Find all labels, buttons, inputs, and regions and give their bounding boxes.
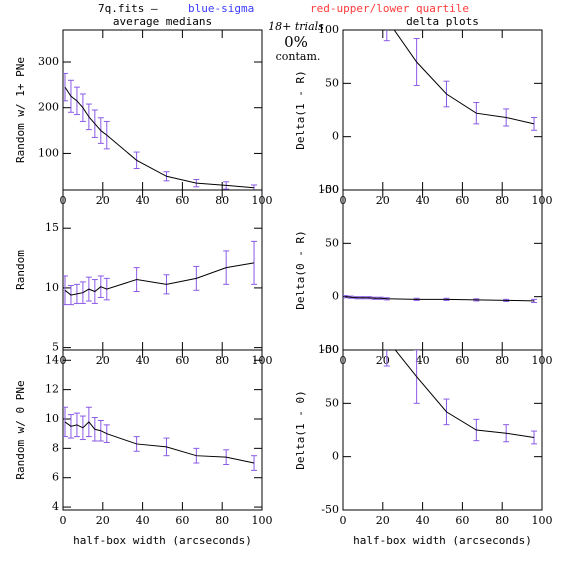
y-tick-label: 100 bbox=[318, 343, 339, 356]
data-line bbox=[64, 262, 255, 296]
x-tick-label: 60 bbox=[175, 514, 189, 527]
plot-area bbox=[63, 406, 258, 471]
plot-area bbox=[383, 350, 538, 445]
x-tick-label: 80 bbox=[495, 194, 509, 207]
y-tick-label: -50 bbox=[321, 183, 339, 196]
plot-area bbox=[383, 30, 538, 131]
error-bar bbox=[383, 350, 390, 367]
y-tick-label: 50 bbox=[325, 396, 339, 409]
data-line bbox=[64, 421, 255, 464]
x-tick-label: 80 bbox=[495, 514, 509, 527]
x-tick-label: 100 bbox=[252, 514, 273, 527]
x-tick-label: 60 bbox=[455, 194, 469, 207]
x-tick-label: 40 bbox=[416, 354, 430, 367]
x-tick-label: 40 bbox=[136, 514, 150, 527]
data-line bbox=[344, 296, 535, 302]
red-legend: red-upper/lower quartile bbox=[310, 2, 469, 15]
y-axis-label: Random w/ 0 PNe bbox=[14, 380, 27, 479]
error-bar bbox=[531, 298, 538, 304]
y-tick-label: 50 bbox=[325, 76, 339, 89]
contam-label: contam. bbox=[276, 50, 321, 63]
plot-area bbox=[63, 240, 258, 306]
x-tick-label: 80 bbox=[215, 354, 229, 367]
x-tick-label: 60 bbox=[455, 514, 469, 527]
panel-title: delta plots bbox=[406, 15, 479, 28]
y-tick-label: 6 bbox=[52, 471, 59, 484]
y-axis-label: Delta(0 - R) bbox=[294, 230, 307, 309]
y-tick-label: 10 bbox=[45, 412, 59, 425]
y-tick-label: 100 bbox=[38, 146, 59, 159]
panel-frame bbox=[62, 189, 263, 351]
y-axis-label: Random bbox=[14, 250, 27, 290]
y-tick-label: 100 bbox=[318, 183, 339, 196]
y-tick-label: 0 bbox=[332, 450, 339, 463]
x-tick-label: 40 bbox=[136, 354, 150, 367]
y-tick-label: 300 bbox=[38, 55, 59, 68]
x-tick-label: 80 bbox=[215, 194, 229, 207]
error-bar bbox=[63, 72, 68, 102]
panel-frame bbox=[342, 189, 543, 351]
y-tick-label: 14 bbox=[45, 353, 59, 366]
y-tick-label: 12 bbox=[45, 383, 59, 396]
x-tick-label: 60 bbox=[175, 194, 189, 207]
x-tick-label: 80 bbox=[215, 514, 229, 527]
x-tick-label: 20 bbox=[96, 514, 110, 527]
panel-frame bbox=[342, 349, 543, 511]
y-tick-label: 50 bbox=[325, 236, 339, 249]
panel-frame bbox=[62, 349, 263, 511]
x-tick-label: 20 bbox=[96, 354, 110, 367]
x-tick-label: 20 bbox=[376, 514, 390, 527]
panel-frame bbox=[342, 29, 543, 191]
trials-label: 18+ trials bbox=[268, 20, 324, 33]
x-tick-label: 0 bbox=[340, 514, 347, 527]
data-line bbox=[394, 350, 535, 438]
error-bar bbox=[383, 30, 390, 42]
x-axis-label: half-box width (arcseconds) bbox=[73, 534, 252, 547]
data-line bbox=[64, 86, 255, 189]
y-tick-label: -50 bbox=[321, 343, 339, 356]
x-tick-label: 100 bbox=[532, 514, 553, 527]
y-axis-label: Delta(1 - R) bbox=[294, 70, 307, 149]
x-tick-label: 80 bbox=[495, 354, 509, 367]
x-tick-label: 0 bbox=[60, 514, 67, 527]
x-tick-label: 40 bbox=[416, 514, 430, 527]
file-label: 7q.fits – bbox=[98, 2, 158, 15]
plot-area bbox=[343, 295, 538, 304]
x-tick-label: 60 bbox=[455, 354, 469, 367]
y-tick-label: 100 bbox=[318, 23, 339, 36]
contam-value: 0% bbox=[284, 33, 308, 51]
data-line bbox=[393, 30, 535, 125]
blue-legend: blue-sigma bbox=[188, 2, 254, 15]
y-axis-label: Delta(1 - 0) bbox=[294, 390, 307, 469]
y-tick-label: 15 bbox=[45, 221, 59, 234]
x-tick-label: 20 bbox=[376, 194, 390, 207]
x-tick-label: 40 bbox=[416, 194, 430, 207]
plot-area bbox=[63, 72, 258, 190]
y-tick-label: -50 bbox=[321, 503, 339, 516]
y-tick-label: 5 bbox=[52, 341, 59, 354]
panel-title: average medians bbox=[113, 15, 212, 28]
y-tick-label: 4 bbox=[52, 500, 59, 513]
y-tick-label: 0 bbox=[332, 290, 339, 303]
y-tick-label: 10 bbox=[45, 281, 59, 294]
y-tick-label: 200 bbox=[38, 101, 59, 114]
x-tick-label: 20 bbox=[96, 194, 110, 207]
x-tick-label: 60 bbox=[175, 354, 189, 367]
x-tick-label: 40 bbox=[136, 194, 150, 207]
x-axis-label: half-box width (arcseconds) bbox=[353, 534, 532, 547]
y-tick-label: 0 bbox=[332, 130, 339, 143]
y-tick-label: 8 bbox=[52, 441, 59, 454]
y-axis-label: Random w/ 1+ PNe bbox=[14, 57, 27, 163]
